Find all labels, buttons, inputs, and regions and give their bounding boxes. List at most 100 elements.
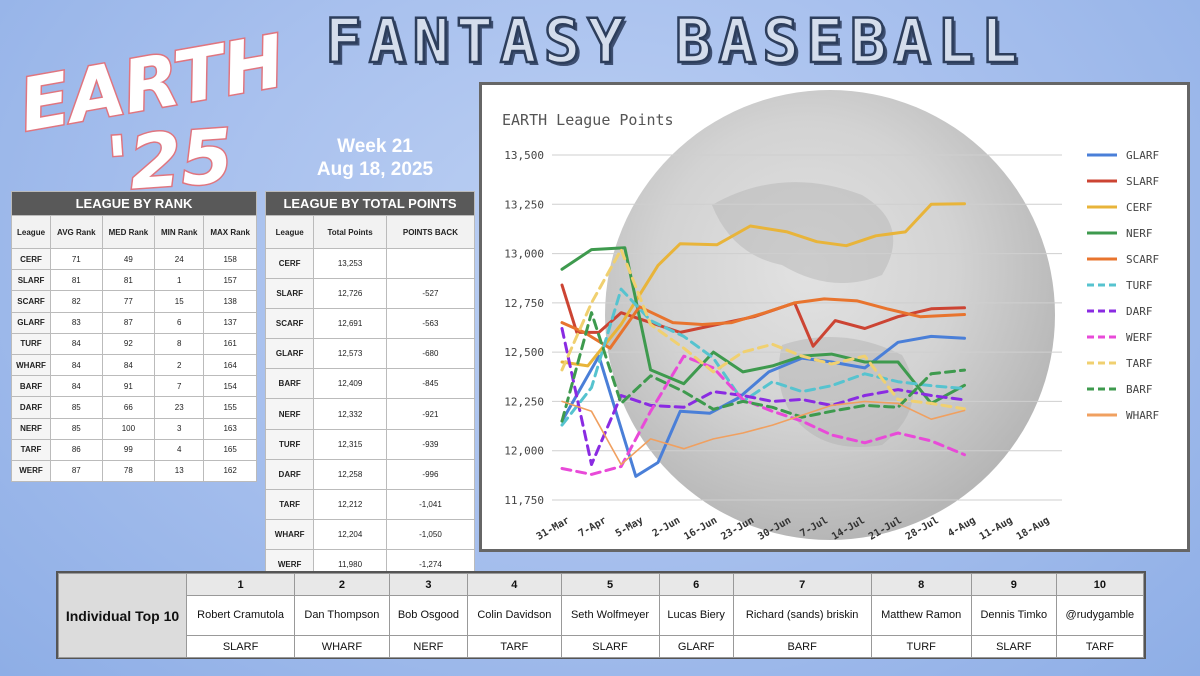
table-row: WHARF 12,204 -1,050 xyxy=(264,518,476,550)
rank-cell: 84 xyxy=(101,353,156,377)
rank-cell: 137 xyxy=(203,311,257,334)
points-cell: -563 xyxy=(385,308,476,340)
table-row: GLARF 83 87 6 137 xyxy=(10,311,257,334)
rank-cell: 164 xyxy=(203,353,257,377)
league-name: NERF xyxy=(264,398,315,430)
rank-cell: 3 xyxy=(154,417,205,440)
player-team: GLARF xyxy=(658,635,734,658)
league-name: NERF xyxy=(10,417,52,440)
legend-label: TARF xyxy=(1126,357,1153,370)
league-name: TARF xyxy=(264,488,315,520)
rank-cell: 83 xyxy=(50,311,103,334)
table-row: NERF 12,332 -921 xyxy=(264,398,476,430)
series-line-scarf xyxy=(560,297,966,350)
player-team: SLARF xyxy=(970,635,1057,658)
player-name: @rudygamble xyxy=(1055,595,1145,636)
points-cell: 12,332 xyxy=(313,398,387,430)
rank-cell: 81 xyxy=(50,269,103,292)
rank-cell: 49 xyxy=(101,247,156,271)
table-row: SCARF 82 77 15 138 xyxy=(10,290,257,313)
rank-cell: 86 xyxy=(50,438,103,461)
rank-cell: 85 xyxy=(50,396,103,419)
points-cell: -921 xyxy=(385,398,476,430)
table-row: DARF 85 66 23 155 xyxy=(10,396,257,419)
table-row: TURF 12,315 -939 xyxy=(264,428,476,460)
table-row: SCARF 12,691 -563 xyxy=(264,308,476,340)
rank-table-header: AVG Rank xyxy=(50,215,103,249)
chart-title: EARTH League Points xyxy=(502,111,674,129)
rank-cell: 15 xyxy=(154,290,205,313)
points-cell: -527 xyxy=(385,278,476,310)
rank-cell: 154 xyxy=(203,375,257,398)
rank-cell: 100 xyxy=(101,417,156,440)
series-line-tarf xyxy=(560,248,966,411)
y-tick-label: 12,750 xyxy=(504,297,544,310)
rank-cell: 85 xyxy=(50,417,103,440)
league-name: SCARF xyxy=(10,290,52,313)
league-name: SLARF xyxy=(264,278,315,310)
rank-number: 9 xyxy=(970,573,1057,596)
points-cell: 12,258 xyxy=(313,458,387,490)
x-tick-label: 18-Aug xyxy=(1015,515,1052,543)
rank-cell: 66 xyxy=(101,396,156,419)
rank-number: 7 xyxy=(732,573,872,596)
points-cell: 13,253 xyxy=(313,247,387,280)
league-name: SCARF xyxy=(264,308,315,340)
x-tick-label: 7-Apr xyxy=(577,515,609,540)
rank-cell: 99 xyxy=(101,438,156,461)
points-cell: -845 xyxy=(385,368,476,400)
points-table-header: League xyxy=(264,215,315,249)
week-date: Aug 18, 2025 xyxy=(316,159,434,180)
points-cell: -680 xyxy=(385,338,476,370)
rank-cell: 81 xyxy=(101,269,156,292)
rank-number: 3 xyxy=(388,573,469,596)
legend-label: SCARF xyxy=(1126,253,1159,266)
y-tick-label: 13,250 xyxy=(504,198,544,211)
earth-25-logo: EARTH '25 xyxy=(12,17,292,192)
rank-cell: 157 xyxy=(203,269,257,292)
y-tick-label: 11,750 xyxy=(504,494,544,507)
league-points-chart: EARTH League Points 11,750 12,000 12,250 12… xyxy=(479,82,1190,552)
series-line-turf xyxy=(560,287,966,427)
player-team: TARF xyxy=(467,635,562,658)
rank-cell: 161 xyxy=(203,332,257,355)
player-team: BARF xyxy=(732,635,872,658)
y-tick-label: 12,500 xyxy=(504,346,544,359)
rank-cell: 155 xyxy=(203,396,257,419)
rank-cell: 138 xyxy=(203,290,257,313)
table-row: TARF 86 99 4 165 xyxy=(10,438,257,461)
rank-cell: 84 xyxy=(50,375,103,398)
series-line-wharf xyxy=(561,400,966,466)
y-tick-label: 12,000 xyxy=(504,445,544,458)
player-name: Dan Thompson xyxy=(294,595,390,636)
table-row: SLARF 81 81 1 157 xyxy=(10,269,257,292)
league-name: TURF xyxy=(10,332,52,355)
series-line-barf xyxy=(560,311,966,423)
points-cell: 12,573 xyxy=(313,338,387,370)
week-label: Week 21 xyxy=(337,136,413,157)
league-name: TURF xyxy=(264,428,315,460)
rank-cell: 158 xyxy=(203,247,257,271)
x-tick-label: 31-Mar xyxy=(535,515,572,543)
league-name: TARF xyxy=(10,438,52,461)
points-cell: 12,212 xyxy=(313,488,387,520)
table-row: WERF 87 78 13 162 xyxy=(10,459,257,483)
x-tick-label: 2-Jun xyxy=(651,515,683,540)
globe-landmass xyxy=(778,337,914,447)
rank-cell: 84 xyxy=(50,332,103,355)
legend-label: DARF xyxy=(1126,305,1153,318)
player-name: Dennis Timko xyxy=(970,595,1057,636)
player-team: TARF xyxy=(1055,635,1145,658)
y-tick-label: 13,500 xyxy=(504,149,544,162)
rank-cell: 87 xyxy=(101,311,156,334)
league-name: WERF xyxy=(10,459,52,483)
table-row: WHARF 84 84 2 164 xyxy=(10,353,257,377)
league-by-points-table: LEAGUE BY TOTAL POINTS League Total Point… xyxy=(264,191,476,581)
league-name: BARF xyxy=(10,375,52,398)
y-tick-label: 13,000 xyxy=(504,248,544,261)
points-table-header: POINTS BACK xyxy=(385,215,476,249)
table-row: BARF 84 91 7 154 xyxy=(10,375,257,398)
legend-label: SLARF xyxy=(1126,175,1159,188)
table-row: SLARF 12,726 -527 xyxy=(264,278,476,310)
points-cell: -1,041 xyxy=(385,488,476,520)
